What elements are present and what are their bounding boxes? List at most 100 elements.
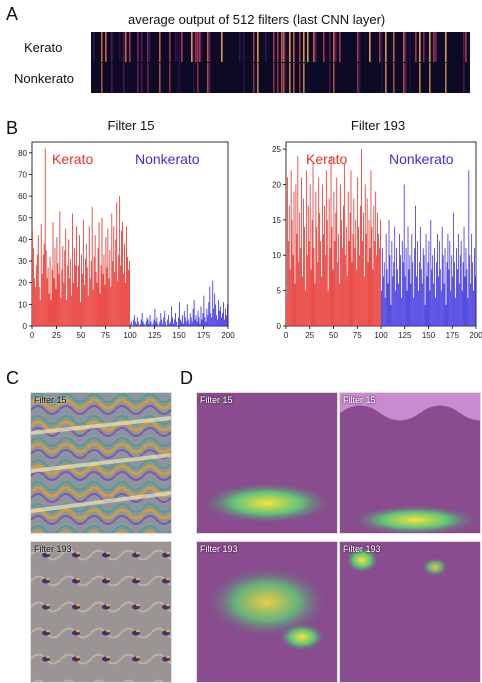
bar: [153, 319, 155, 326]
bar: [457, 269, 458, 326]
bar: [344, 255, 346, 326]
y-tick-label: 20: [18, 279, 27, 288]
bar: [469, 255, 471, 326]
bar: [349, 212, 351, 326]
bar: [87, 295, 89, 326]
heatmap-cell-kerato: [445, 32, 447, 62]
bar: [395, 290, 397, 326]
heatmap-cell-kerato: [111, 32, 113, 62]
bar: [112, 261, 114, 326]
bar: [317, 262, 319, 326]
bar: [150, 321, 152, 326]
bar: [431, 269, 433, 326]
filter-15-pattern: [31, 393, 171, 533]
heatmap-cell-kerato: [283, 32, 285, 62]
bar: [220, 306, 221, 326]
activation-map-filter-193-b: Filter 193: [339, 541, 481, 683]
x-tick-label: 125: [148, 331, 162, 340]
bar: [127, 256, 128, 326]
heatmap-cell-nonkerato: [207, 63, 209, 93]
bar: [342, 248, 343, 326]
bar: [456, 248, 457, 326]
heatmap-cell-nonkerato: [283, 63, 285, 93]
bar: [113, 226, 115, 326]
bar: [223, 302, 224, 326]
bar: [297, 156, 299, 326]
bar: [193, 300, 195, 326]
bar: [204, 317, 206, 326]
bar: [446, 262, 448, 326]
bar: [326, 219, 328, 326]
bar: [45, 250, 47, 326]
bar: [366, 198, 368, 326]
bar: [385, 234, 387, 326]
bar: [73, 282, 74, 326]
bar: [343, 163, 345, 326]
bar: [49, 256, 51, 326]
heatmap-background: [91, 32, 470, 93]
bar: [148, 323, 150, 326]
bar: [38, 287, 40, 326]
bar: [110, 287, 112, 326]
bar: [293, 191, 295, 326]
heatmap-cell-nonkerato: [179, 63, 181, 93]
bar: [172, 317, 173, 326]
heatmap-cell-kerato: [313, 32, 315, 62]
bar: [171, 306, 172, 326]
bar: [441, 226, 443, 326]
bar: [48, 293, 50, 326]
y-tick-label: 0: [277, 322, 282, 331]
panel-letter-b: B: [6, 118, 19, 138]
x-tick-label: 25: [52, 331, 61, 340]
heatmap-cell-nonkerato: [285, 63, 287, 93]
activation-overlay: [197, 542, 337, 682]
heatmap-cell-nonkerato: [381, 63, 383, 93]
bar: [136, 317, 138, 326]
bar: [289, 269, 291, 326]
bar: [78, 265, 79, 326]
bar: [448, 269, 450, 326]
heatmap-cell-kerato: [175, 32, 177, 62]
bar: [209, 287, 211, 326]
bar: [381, 248, 383, 326]
heatmap-cell-nonkerato: [299, 63, 301, 93]
bar: [383, 262, 385, 326]
heatmap-cell-kerato: [381, 32, 383, 62]
heatmap-cell-kerato: [465, 32, 467, 62]
bar: [118, 254, 120, 326]
bar: [384, 297, 386, 326]
bar: [37, 235, 39, 326]
bar: [453, 212, 455, 326]
heatmap-cell-kerato: [221, 32, 223, 62]
y-tick-label: 80: [18, 149, 27, 158]
heatmap-cell-kerato: [101, 32, 103, 62]
bar: [94, 235, 96, 326]
x-tick-label: 150: [172, 331, 186, 340]
heatmap-cell-nonkerato: [405, 63, 407, 93]
heatmap-cell-nonkerato: [273, 63, 275, 93]
heatmap-cell-kerato: [179, 32, 181, 62]
bar: [465, 248, 467, 326]
heatmap-cell-nonkerato: [329, 63, 331, 93]
bar: [437, 234, 438, 326]
bar: [369, 248, 371, 326]
heatmap-cell-kerato: [243, 32, 245, 62]
bar: [291, 219, 293, 326]
bar: [460, 241, 462, 326]
heatmap-cell-nonkerato: [209, 63, 211, 93]
bar: [80, 302, 81, 326]
legend-kerato: Kerato: [52, 151, 93, 167]
filter-193-visualization: Filter 193: [30, 541, 172, 683]
bar: [124, 243, 125, 326]
bar: [381, 290, 382, 326]
bar: [227, 304, 228, 326]
bar: [33, 278, 35, 326]
bar: [434, 248, 436, 326]
bar: [429, 290, 431, 326]
bar: [415, 205, 417, 326]
bar: [69, 278, 71, 326]
heatmap-cell-nonkerato: [333, 63, 335, 93]
bar: [417, 241, 418, 326]
bar: [34, 287, 36, 326]
heatmap-cell-nonkerato: [243, 63, 245, 93]
